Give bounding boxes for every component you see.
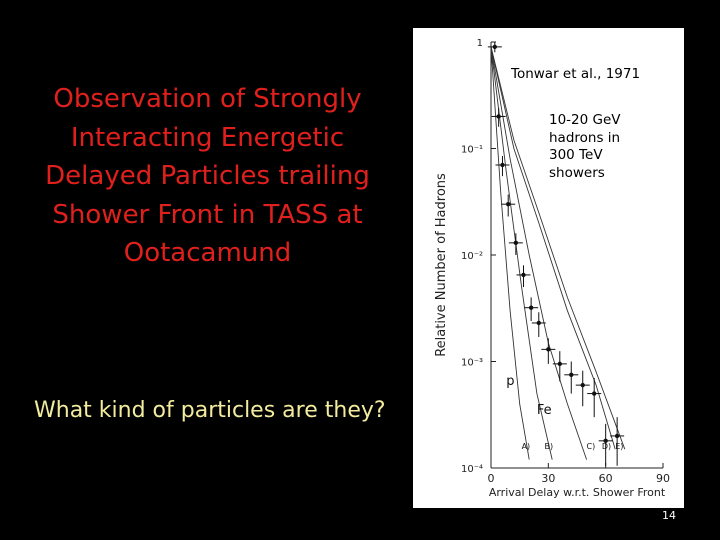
slide-title: Observation of Strongly Interacting Ener… — [45, 84, 370, 268]
x-axis-label: Arrival Delay w.r.t. Shower Front — [489, 486, 666, 499]
curve-label: p — [506, 374, 514, 389]
slide-number: 14 — [662, 509, 676, 522]
curve-label: E) — [615, 442, 623, 451]
curve-label: A) — [522, 442, 531, 451]
data-point — [569, 372, 574, 378]
data-point — [546, 347, 551, 352]
x-tick-label: 0 — [488, 472, 495, 485]
model-curve-5 — [490, 46, 626, 450]
data-point — [592, 391, 597, 396]
curve-label: Fe — [537, 403, 552, 418]
y-tick-label: 10⁻⁴ — [461, 464, 483, 475]
data-point — [506, 201, 511, 207]
source-note: Tonwar et al., 1971 — [511, 66, 641, 82]
hadron-delay-figure: 1 10⁻¹ 10⁻² 10⁻³ 10⁻⁴ 0 30 60 90 Arrival Delay w.… — [413, 28, 684, 508]
question-text: What kind of particles are they? — [34, 398, 386, 423]
data-point — [614, 433, 620, 439]
data-point — [557, 361, 562, 367]
data-point — [580, 382, 585, 388]
curve-label: C) — [587, 442, 596, 451]
chart-annotation: 10-20 GeV hadrons in 300 TeV showers — [549, 112, 621, 181]
y-tick-label: 10⁻¹ — [461, 145, 483, 156]
model-curve-3 — [490, 46, 588, 460]
data-point — [521, 272, 526, 278]
model-curve-1 — [490, 46, 530, 460]
data-point — [492, 44, 498, 50]
data-point — [528, 305, 534, 310]
y-axis-label: Relative Number of Hadrons — [434, 173, 449, 357]
x-tick-label: 60 — [599, 472, 613, 485]
model-curve-2 — [490, 46, 553, 460]
data-point — [496, 114, 501, 119]
model-curve-4 — [490, 46, 616, 450]
x-tick-label: 90 — [656, 472, 670, 485]
y-tick-label: 10⁻³ — [461, 358, 483, 369]
data-point — [500, 162, 505, 168]
data-point — [513, 240, 519, 246]
x-tick-label: 30 — [541, 472, 555, 485]
data-point — [603, 438, 608, 444]
y-tick-label: 1 — [477, 38, 483, 49]
curve-label: D) — [602, 442, 611, 451]
curve-label: B) — [545, 442, 554, 451]
y-tick-label: 10⁻² — [461, 251, 483, 262]
data-point — [536, 320, 541, 326]
